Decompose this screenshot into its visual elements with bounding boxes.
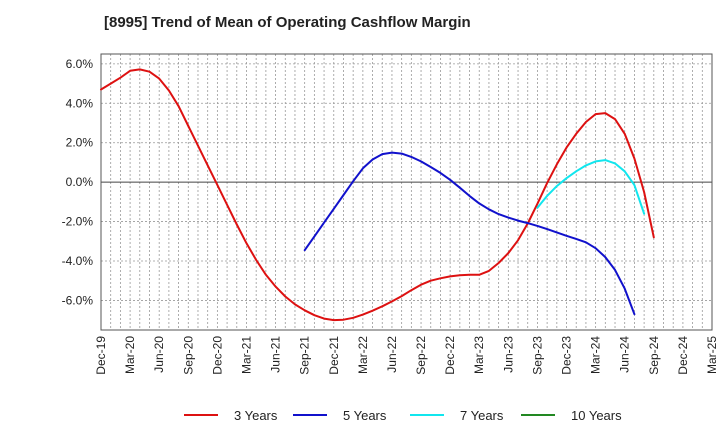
legend-swatch [410,414,444,416]
legend-label: 7 Years [460,407,504,423]
x-tick-label: Jun-23 [501,336,515,373]
legend-label: 10 Years [571,407,622,423]
series-line-3-years [100,68,655,322]
y-tick-labels: 6.0% 4.0% 2.0% 0.0% -2.0% -4.0% -6.0% [62,57,94,308]
plot-frame [100,53,713,331]
x-tick-label: Mar-22 [356,336,370,374]
x-tick-label: Jun-22 [385,336,399,373]
x-tick-label: Dec-22 [443,336,457,375]
y-tick-label: -2.0% [62,215,94,229]
legend-item: 5 Years [293,404,386,426]
x-tick-label: Dec-23 [560,336,574,375]
x-tick-label: Sep-20 [181,336,195,375]
y-tick-label: 0.0% [66,175,94,189]
legend-label: 5 Years [343,407,387,423]
x-tick-label: Jun-24 [618,336,632,373]
series-lines [100,68,655,322]
x-tick-label: Sep-24 [647,336,661,375]
grid [100,54,713,330]
x-tick-label: Sep-23 [530,336,544,375]
y-tick-label: 2.0% [66,136,94,150]
x-tick-label: Dec-19 [94,336,108,375]
y-tick-label: -6.0% [62,293,94,307]
x-tick-label: Dec-20 [210,336,224,375]
x-tick-label: Mar-20 [123,336,137,374]
x-tick-label: Sep-22 [414,336,428,375]
y-tick-label: 6.0% [66,57,94,71]
x-tick-label: Sep-21 [298,336,312,375]
x-tick-label: Jun-20 [152,336,166,373]
legend-item: 10 Years [521,404,622,426]
legend-swatch [521,414,555,416]
y-tick-label: -4.0% [62,254,94,268]
legend-swatch [293,414,327,416]
legend-item: 3 Years [184,404,277,426]
y-tick-label: 4.0% [66,96,94,110]
x-tick-labels: Dec-19 Mar-20 Jun-20 Sep-20 Dec-20 Mar-21 Jun-… [94,336,719,375]
x-tick-label: Jun-21 [269,336,283,373]
axes [100,53,713,331]
chart-title: [8995] Trend of Mean of Operating Cashfl… [104,14,471,31]
x-tick-label: Mar-23 [472,336,486,374]
series-line-5-years [303,151,636,316]
x-tick-label: Dec-21 [327,336,341,375]
legend-label: 3 Years [234,407,278,423]
legend: 3 Years 5 Years 7 Years 10 Years [0,404,720,426]
x-tick-label: Dec-24 [676,336,690,375]
x-tick-label: Mar-25 [705,336,719,374]
series-line-7-years [536,159,646,215]
x-tick-label: Mar-24 [589,336,603,374]
legend-swatch [184,414,218,416]
legend-item: 7 Years [410,404,503,426]
x-tick-label: Mar-21 [239,336,253,374]
